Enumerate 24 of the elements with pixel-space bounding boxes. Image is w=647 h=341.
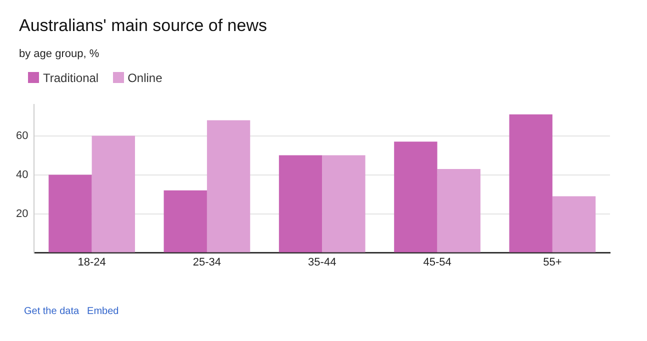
bar <box>278 155 322 252</box>
bar <box>48 174 92 252</box>
legend-label: Online <box>126 71 162 85</box>
chart-subtitle: by age group, % <box>19 48 100 60</box>
y-tick-label: 60 <box>16 130 28 142</box>
y-tick-label: 20 <box>16 208 28 220</box>
bar <box>552 196 596 252</box>
y-tick-label: 40 <box>16 168 28 181</box>
x-tick-label: 55+ <box>543 256 562 268</box>
x-tick-label: 25-34 <box>192 256 222 268</box>
x-tick-label: 45-54 <box>423 256 452 268</box>
bar <box>394 142 438 252</box>
x-tick-label: 35-44 <box>308 256 336 268</box>
chart-title: Australians' main source of news <box>19 16 267 36</box>
bar <box>164 190 207 252</box>
text: Get the data <box>24 306 80 317</box>
bar <box>322 155 366 252</box>
bar <box>437 168 480 252</box>
bar <box>92 136 135 252</box>
bar <box>206 120 250 252</box>
bar <box>509 114 552 252</box>
text: Embed <box>87 306 119 317</box>
x-tick-label: 18-24 <box>78 256 106 268</box>
legend-label: Traditional <box>42 71 99 85</box>
